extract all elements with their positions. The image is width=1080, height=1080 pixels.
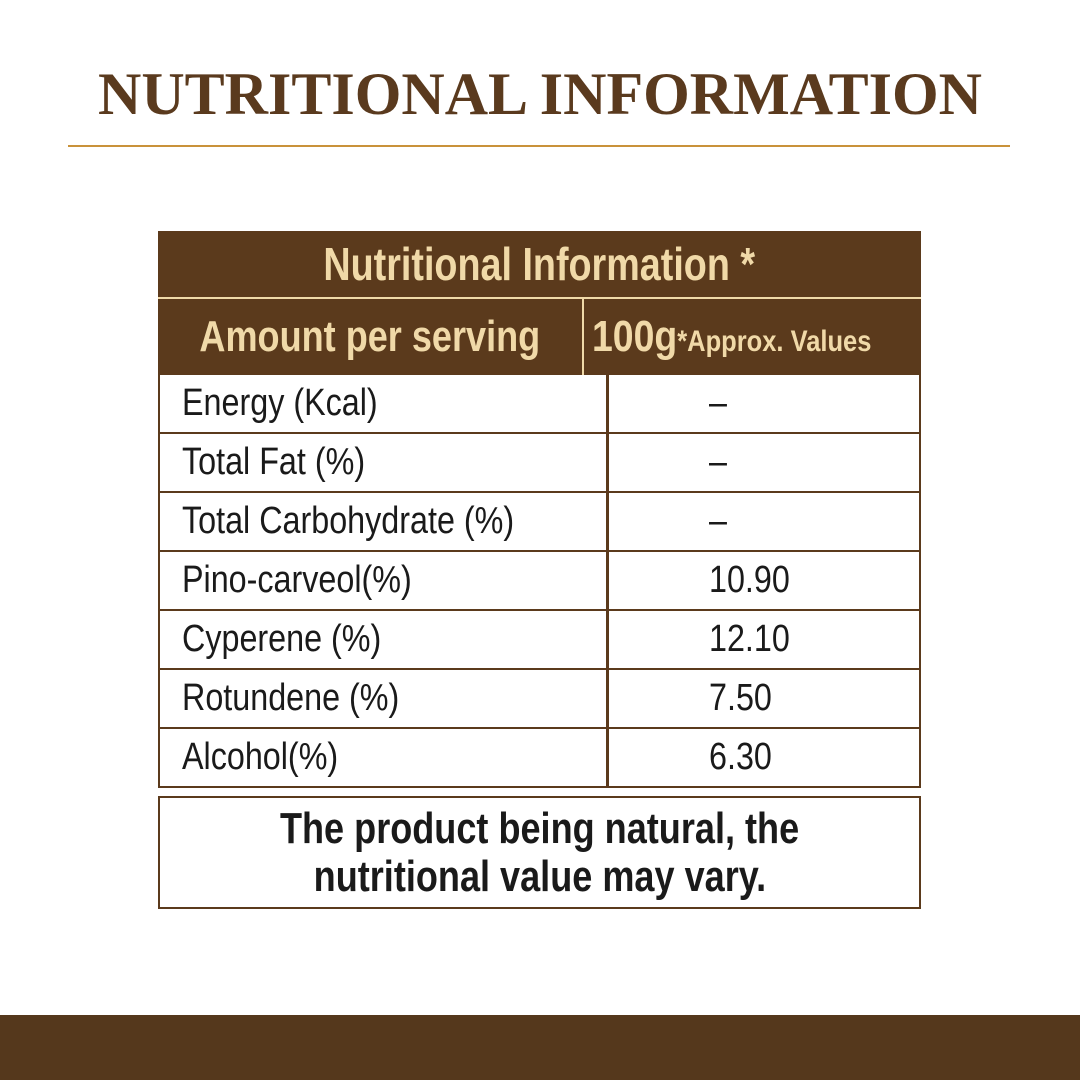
table-row: Total Carbohydrate (%) – bbox=[158, 493, 921, 552]
row-value: 10.90 bbox=[709, 559, 790, 601]
table-row: Total Fat (%) – bbox=[158, 434, 921, 493]
value-cell: 10.90 bbox=[609, 552, 919, 609]
note-box: The product being natural, the nutritiona… bbox=[158, 796, 921, 909]
label-cell: Cyperene (%) bbox=[160, 611, 609, 668]
table-title-row: Nutritional Information * bbox=[158, 231, 921, 299]
note-line: The product being natural, the bbox=[279, 803, 800, 853]
header-cell: 100g*Approx. Values bbox=[584, 299, 921, 375]
row-label: Alcohol(%) bbox=[182, 736, 339, 778]
table-row: Rotundene (%) 7.50 bbox=[158, 670, 921, 729]
row-label: Total Carbohydrate (%) bbox=[182, 500, 515, 542]
header-note: *Approx. Values bbox=[677, 325, 872, 358]
row-label: Cyperene (%) bbox=[182, 618, 382, 660]
row-value: – bbox=[709, 441, 727, 483]
table-body: Energy (Kcal) – Total Fat (%) – Total Carboh… bbox=[158, 375, 921, 788]
row-label: Energy (Kcal) bbox=[182, 382, 378, 424]
header-amount: 100g bbox=[592, 312, 678, 361]
footer-bar bbox=[0, 1015, 1080, 1080]
row-value: 12.10 bbox=[709, 618, 790, 660]
header-cell: Amount per serving bbox=[158, 299, 585, 375]
value-cell: – bbox=[609, 493, 919, 550]
value-cell: 7.50 bbox=[609, 670, 919, 727]
label-cell: Rotundene (%) bbox=[160, 670, 609, 727]
table-header-row: Amount per serving 100g*Approx. Values bbox=[158, 299, 921, 375]
table-title: Nutritional Information * bbox=[323, 238, 756, 290]
row-value: 6.30 bbox=[709, 736, 772, 778]
note-line: nutritional value may vary. bbox=[313, 851, 766, 901]
label-cell: Energy (Kcal) bbox=[160, 375, 609, 432]
page-title: NUTRITIONAL INFORMATION bbox=[98, 61, 982, 127]
row-value: 7.50 bbox=[709, 677, 772, 719]
value-cell: – bbox=[609, 434, 919, 491]
label-cell: Alcohol(%) bbox=[160, 729, 609, 786]
row-value: – bbox=[709, 382, 727, 424]
table-row: Energy (Kcal) – bbox=[158, 375, 921, 434]
row-label: Total Fat (%) bbox=[182, 441, 366, 483]
row-label: Pino-carveol(%) bbox=[182, 559, 412, 601]
header-text: Amount per serving bbox=[199, 312, 541, 361]
table-row: Alcohol(%) 6.30 bbox=[158, 729, 921, 788]
table-row: Cyperene (%) 12.10 bbox=[158, 611, 921, 670]
row-label: Rotundene (%) bbox=[182, 677, 400, 719]
value-cell: 6.30 bbox=[609, 729, 919, 786]
table-row: Pino-carveol(%) 10.90 bbox=[158, 552, 921, 611]
label-cell: Total Carbohydrate (%) bbox=[160, 493, 609, 550]
nutrition-table: Nutritional Information * Amount per ser… bbox=[158, 231, 921, 788]
title-rule bbox=[68, 145, 1010, 147]
header-text: 100g*Approx. Values bbox=[592, 312, 871, 362]
label-cell: Total Fat (%) bbox=[160, 434, 609, 491]
row-value: – bbox=[709, 500, 727, 542]
value-cell: – bbox=[609, 375, 919, 432]
value-cell: 12.10 bbox=[609, 611, 919, 668]
label-cell: Pino-carveol(%) bbox=[160, 552, 609, 609]
